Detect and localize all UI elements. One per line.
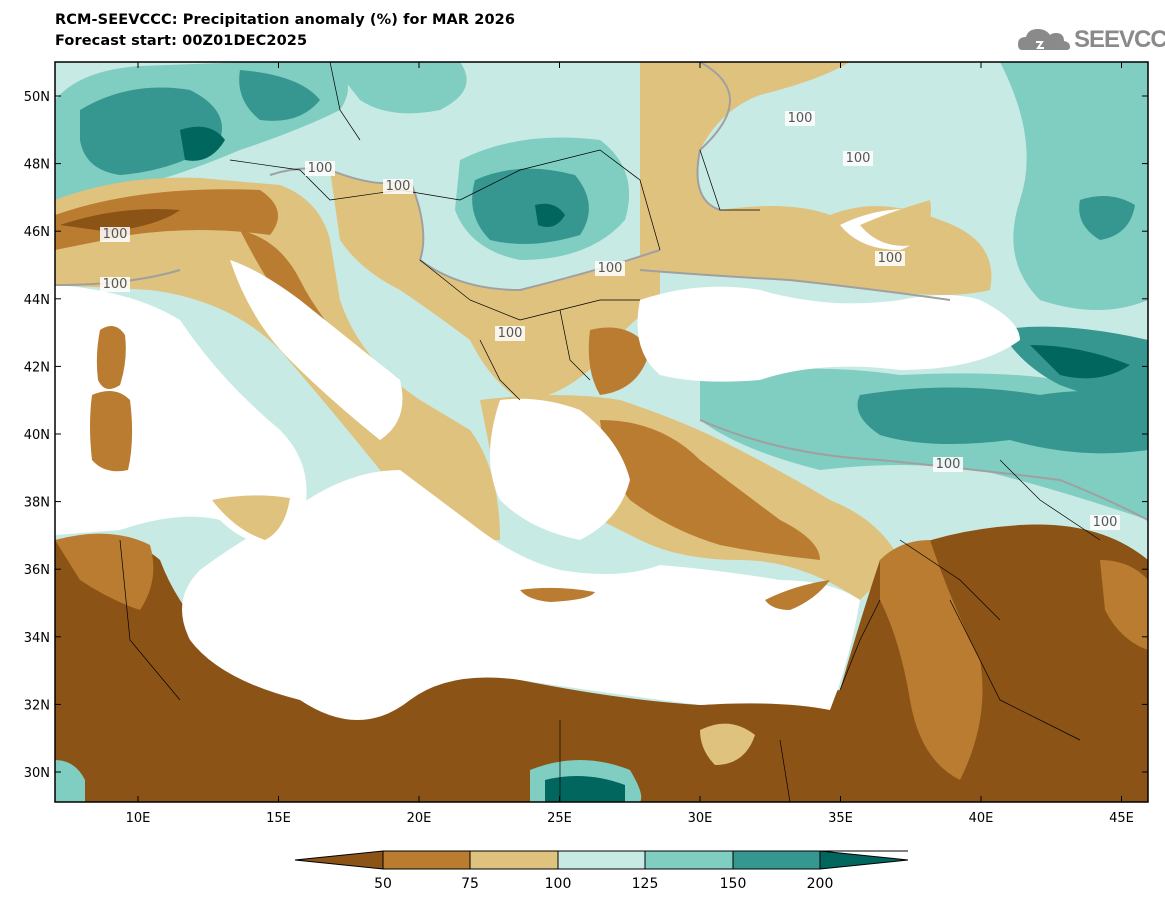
colorbar-above-200 — [820, 851, 908, 869]
lat-label: 44N — [24, 293, 50, 308]
field-150-200 — [1079, 196, 1135, 240]
colorbar: 50 75 100 125 150 200 — [294, 850, 909, 892]
lon-label: 40E — [969, 811, 994, 826]
field-below-50 — [55, 524, 1148, 802]
colorbar-75-100 — [470, 851, 558, 869]
field-above-200 — [180, 126, 225, 161]
field-150-200 — [857, 387, 1148, 454]
forecast-start: Forecast start: 00Z01DEC2025 — [55, 33, 308, 49]
field-125-150 — [55, 760, 85, 802]
eastern-mediterranean — [182, 470, 860, 720]
lon-label: 35E — [828, 811, 853, 826]
lat-label: 34N — [24, 631, 50, 646]
lon-label: 20E — [407, 811, 432, 826]
lat-label: 38N — [24, 496, 50, 511]
contour-label: 100 — [100, 277, 130, 292]
map-frame — [54, 61, 1149, 803]
contour-label: 100 — [595, 261, 625, 276]
field-125-150 — [330, 62, 467, 114]
field-50-75 — [55, 533, 154, 610]
lat-label: 42N — [24, 360, 50, 375]
svg-text:100: 100 — [878, 251, 903, 266]
colorbar-label: 75 — [461, 876, 479, 892]
lat-label: 50N — [24, 90, 50, 105]
svg-text:100: 100 — [788, 111, 813, 126]
svg-text:100: 100 — [103, 277, 128, 292]
contour-label: 100 — [383, 179, 413, 194]
field-50-75 — [600, 420, 820, 560]
longitude-axis: 10E 15E 20E 25E 30E 35E 40E 45E — [126, 62, 1134, 826]
field-50-75 — [588, 327, 650, 395]
field-75-100 — [700, 723, 755, 765]
lat-label: 32N — [24, 698, 50, 713]
colorbar-label: 100 — [545, 876, 572, 892]
colorbar-125-150 — [645, 851, 733, 869]
field-75-100 — [330, 170, 660, 400]
svg-text:100: 100 — [598, 261, 623, 276]
map-title: RCM-SEEVCCC: Precipitation anomaly (%) f… — [55, 12, 516, 28]
colorbar-150-200 — [733, 851, 820, 869]
field-above-200 — [545, 776, 625, 802]
contour-label: 100 — [495, 326, 525, 341]
contour-label: 100 — [1090, 515, 1120, 530]
sicily — [212, 495, 290, 540]
field-above-200 — [1030, 345, 1130, 379]
seevccc-logo: SEEVCCC — [1016, 22, 1165, 58]
colorbar-label: 150 — [720, 876, 747, 892]
anomaly-field — [55, 62, 1148, 802]
colorbar-100-125 — [558, 851, 645, 869]
lat-label: 46N — [24, 225, 50, 240]
colorbar-below-50 — [295, 851, 383, 869]
lat-label: 30N — [24, 766, 50, 781]
svg-text:100: 100 — [308, 161, 333, 176]
contour-label: 100 — [875, 251, 905, 266]
crete — [520, 587, 595, 602]
field-50-75 — [1100, 560, 1148, 650]
contour-label: 100 — [785, 111, 815, 126]
contour-label: 100 — [843, 151, 873, 166]
colorbar-label: 125 — [632, 876, 659, 892]
lat-label: 36N — [24, 563, 50, 578]
svg-text:100: 100 — [1093, 515, 1118, 530]
colorbar-label: 200 — [807, 876, 834, 892]
lon-label: 15E — [266, 811, 291, 826]
cyprus — [765, 580, 830, 610]
svg-text:100: 100 — [498, 326, 523, 341]
cloud-icon — [1018, 29, 1070, 50]
lon-label: 10E — [126, 811, 151, 826]
lat-label: 40N — [24, 428, 50, 443]
field-125-150 — [1000, 62, 1148, 310]
logo-text: SEEVCCC — [1074, 26, 1165, 53]
contour-label: 100 — [933, 457, 963, 472]
field-50-75 — [880, 540, 983, 780]
contour-label-group: 100 100 100 100 100 100 100 100 100 100 100 — [100, 111, 1120, 530]
colorbar-label: 50 — [374, 876, 392, 892]
aegean-sea — [490, 398, 630, 540]
contour-label: 100 — [305, 161, 335, 176]
colorbar-50-75 — [383, 851, 470, 869]
svg-text:100: 100 — [846, 151, 871, 166]
svg-text:100: 100 — [386, 179, 411, 194]
latitude-axis: 50N 48N 46N 44N 42N 40N 38N 36N 34N 32N 30N — [24, 90, 1148, 781]
field-150-200 — [472, 168, 589, 244]
adriatic-sea — [230, 260, 403, 440]
country-borders — [119, 62, 1101, 802]
crimea — [860, 200, 931, 246]
black-sea — [637, 286, 1020, 382]
lon-label: 30E — [688, 811, 713, 826]
lon-label: 45E — [1109, 811, 1134, 826]
contour-label: 100 — [100, 227, 130, 242]
field-75-100 — [55, 177, 500, 540]
corsica — [96, 326, 126, 389]
lat-label: 48N — [24, 158, 50, 173]
lon-label: 25E — [547, 811, 572, 826]
sardinia — [90, 391, 133, 472]
field-150-200 — [239, 70, 320, 121]
svg-text:100: 100 — [103, 227, 128, 242]
svg-text:100: 100 — [936, 457, 961, 472]
field-above-200 — [535, 203, 565, 228]
field-below-50 — [60, 209, 180, 232]
